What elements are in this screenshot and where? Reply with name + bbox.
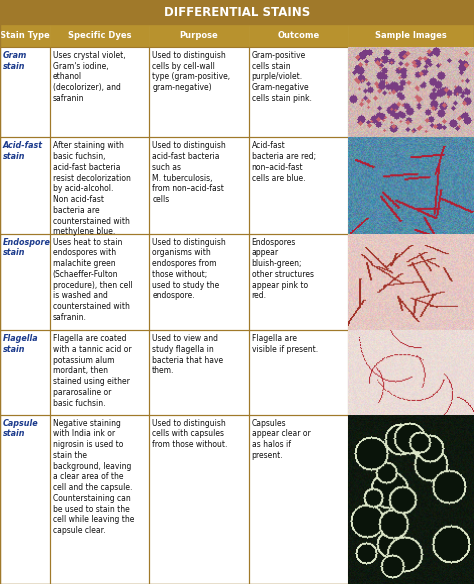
Text: Used to distinguish
organisms with
endospores from
those without;
used to study : Used to distinguish organisms with endos… <box>152 238 226 300</box>
Text: Used to distinguish
acid-fast bacteria
such as
M. tuberculosis,
from non–acid-fa: Used to distinguish acid-fast bacteria s… <box>152 141 226 204</box>
Bar <box>149 415 249 584</box>
Text: Flagella are
visible if present.: Flagella are visible if present. <box>252 334 318 354</box>
Bar <box>0 47 474 137</box>
Bar <box>0 415 474 584</box>
Text: Gram
stain: Gram stain <box>3 51 27 71</box>
Text: DIFFERENTIAL STAINS: DIFFERENTIAL STAINS <box>164 6 310 19</box>
Text: Acid-fast
stain: Acid-fast stain <box>3 141 43 161</box>
Text: Used to view and
study flagella in
bacteria that have
them.: Used to view and study flagella in bacte… <box>152 334 223 376</box>
Text: Uses crystal violet,
Gram's iodine,
ethanol
(decolorizer), and
safranin: Uses crystal violet, Gram's iodine, etha… <box>53 51 125 103</box>
Bar <box>249 234 348 330</box>
Bar <box>0 330 474 415</box>
Text: Acid-fast
bacteria are red;
non–acid-fast
cells are blue.: Acid-fast bacteria are red; non–acid-fas… <box>252 141 316 183</box>
Bar <box>348 25 474 47</box>
Bar <box>149 234 249 330</box>
Text: Gram-positive
cells stain
purple/violet.
Gram-negative
cells stain pink.: Gram-positive cells stain purple/violet.… <box>252 51 311 103</box>
Bar <box>0 330 50 415</box>
Text: Sample Images: Sample Images <box>375 31 447 40</box>
Bar <box>50 25 149 47</box>
Bar <box>0 25 50 47</box>
Bar <box>50 330 149 415</box>
Bar <box>50 47 149 137</box>
Bar <box>0 415 50 584</box>
Text: Specific Dyes: Specific Dyes <box>68 31 131 40</box>
Bar <box>149 137 249 234</box>
Text: Flagella
stain: Flagella stain <box>3 334 38 354</box>
Bar <box>0 47 50 137</box>
Text: Endospores
appear
bluish-green;
other structures
appear pink to
red.: Endospores appear bluish-green; other st… <box>252 238 314 300</box>
Bar <box>50 137 149 234</box>
Bar <box>249 330 348 415</box>
Text: Used to distinguish
cells with capsules
from those without.: Used to distinguish cells with capsules … <box>152 419 228 449</box>
Bar <box>149 330 249 415</box>
Bar <box>0 137 474 234</box>
Bar <box>0 0 474 25</box>
Bar <box>149 25 249 47</box>
Text: Outcome: Outcome <box>277 31 320 40</box>
Bar <box>249 415 348 584</box>
Text: Uses heat to stain
endospores with
malachite green
(Schaeffer-Fulton
procedure),: Uses heat to stain endospores with malac… <box>53 238 132 322</box>
Text: Purpose: Purpose <box>180 31 219 40</box>
Text: Negative staining
with India ink or
nigrosin is used to
stain the
background, le: Negative staining with India ink or nigr… <box>53 419 134 535</box>
Bar <box>0 234 50 330</box>
Bar <box>249 47 348 137</box>
Bar <box>50 415 149 584</box>
Bar <box>50 234 149 330</box>
Text: After staining with
basic fuchsin,
acid-fast bacteria
resist decolorization
by a: After staining with basic fuchsin, acid-… <box>53 141 130 237</box>
Bar <box>249 137 348 234</box>
Text: Flagella are coated
with a tannic acid or
potassium alum
mordant, then
stained u: Flagella are coated with a tannic acid o… <box>53 334 131 408</box>
Text: Endospore
stain: Endospore stain <box>3 238 51 258</box>
Text: Used to distinguish
cells by cell-wall
type (gram-positive,
gram-negative): Used to distinguish cells by cell-wall t… <box>152 51 230 92</box>
Text: Stain Type: Stain Type <box>0 31 50 40</box>
Bar <box>0 137 50 234</box>
Bar <box>249 25 348 47</box>
Text: Capsules
appear clear or
as halos if
present.: Capsules appear clear or as halos if pre… <box>252 419 310 460</box>
Bar <box>0 234 474 330</box>
Bar <box>149 47 249 137</box>
Text: Capsule
stain: Capsule stain <box>3 419 38 439</box>
